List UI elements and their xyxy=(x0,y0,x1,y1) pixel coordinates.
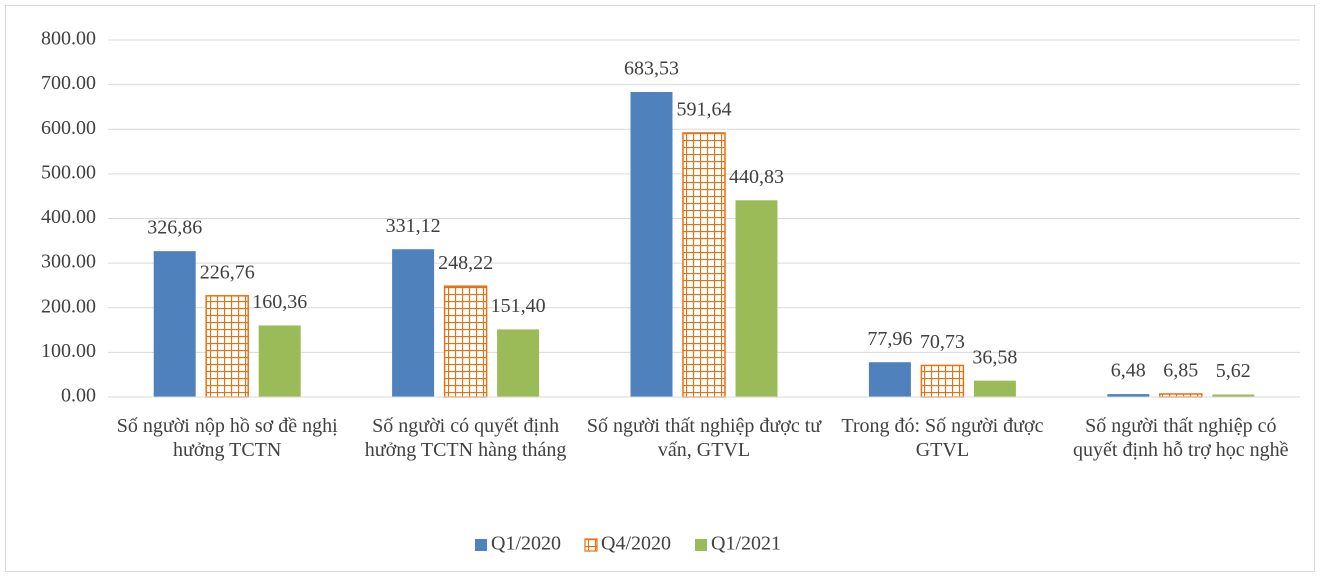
legend-label: Q1/2021 xyxy=(711,533,781,555)
x-tick-label: Số người có quyết định hưởng TCTN hàng t… xyxy=(364,415,567,461)
data-label: 440,83 xyxy=(729,166,784,188)
bar xyxy=(682,132,726,398)
x-tick-label: Số người thất nghiệp được tư vấn, GTVL xyxy=(586,415,822,461)
data-label: 331,12 xyxy=(386,215,441,237)
y-tick-label: 0.00 xyxy=(61,385,96,407)
data-label: 36,58 xyxy=(972,346,1017,368)
y-tick-label: 100.00 xyxy=(41,340,96,362)
bar xyxy=(497,329,540,397)
x-tick-label: Trong đó: Số người được GTVL xyxy=(841,415,1044,461)
data-label: 326,86 xyxy=(147,217,202,239)
y-tick-label: 700.00 xyxy=(41,72,96,94)
bar xyxy=(443,285,488,398)
x-tick-label: Số người thất nghiệp có quyết định hỗ tr… xyxy=(1073,415,1289,461)
data-label: 77,96 xyxy=(867,328,912,350)
legend-swatch xyxy=(584,538,598,552)
legend-swatch xyxy=(475,539,487,551)
bar xyxy=(868,362,911,397)
y-tick-label: 400.00 xyxy=(41,206,96,228)
bar xyxy=(1107,394,1150,397)
bar xyxy=(920,364,965,398)
bar xyxy=(735,200,778,397)
data-label: 591,64 xyxy=(677,99,732,121)
bar xyxy=(153,251,196,397)
data-label: 6,48 xyxy=(1111,360,1146,382)
data-label: 5,62 xyxy=(1216,360,1251,382)
data-label: 248,22 xyxy=(438,252,493,274)
bar xyxy=(1212,394,1255,397)
data-label: 151,40 xyxy=(491,295,546,317)
data-label: 160,36 xyxy=(252,291,307,313)
legend-label: Q4/2020 xyxy=(601,533,671,555)
x-tick-label: Số người nộp hồ sơ đề nghị hưởng TCTN xyxy=(116,415,338,461)
y-tick-label: 300.00 xyxy=(41,251,96,273)
bar xyxy=(205,295,249,398)
y-tick-label: 200.00 xyxy=(41,295,96,317)
y-tick-label: 500.00 xyxy=(41,161,96,183)
y-tick-label: 600.00 xyxy=(41,117,96,139)
y-tick-label: 800.00 xyxy=(41,28,96,50)
legend-label: Q1/2020 xyxy=(491,533,561,555)
data-label: 683,53 xyxy=(624,58,679,80)
data-label: 70,73 xyxy=(920,331,965,353)
bar xyxy=(973,380,1016,397)
frame xyxy=(5,5,1315,572)
bar xyxy=(630,91,673,398)
bar xyxy=(392,249,435,397)
data-label: 226,76 xyxy=(200,261,255,283)
data-label: 6,85 xyxy=(1163,360,1198,382)
legend-swatch xyxy=(695,539,707,551)
bar xyxy=(258,325,301,397)
